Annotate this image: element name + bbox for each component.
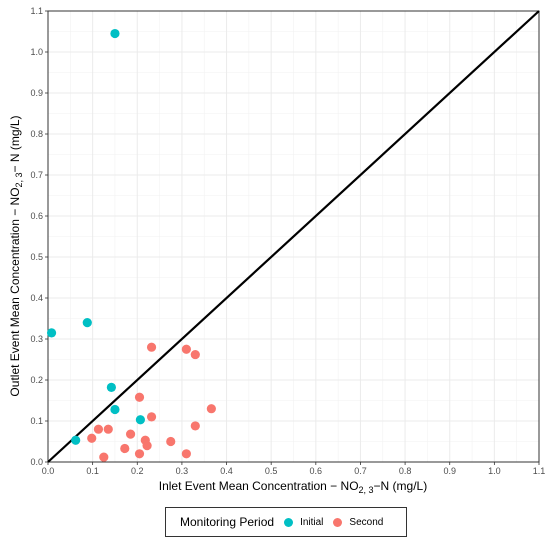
y-tick-label: 0.8	[30, 129, 43, 139]
data-points	[46, 28, 216, 462]
data-point-second	[190, 349, 200, 360]
x-tick-label: 1.1	[533, 466, 546, 476]
y-tick-label: 0.6	[30, 211, 43, 221]
y-axis-ticks: 0.0 0.1 0.2 0.3 0.4 0.5 0.6 0.7 0.8 0.9 1.0 1.1	[30, 6, 48, 467]
x-tick-label: 0.9	[443, 466, 456, 476]
data-point-second	[134, 449, 145, 459]
data-point-second	[99, 452, 109, 462]
data-point-second	[142, 441, 152, 451]
data-point-second	[181, 344, 191, 354]
y-tick-label: 0.4	[30, 293, 43, 303]
data-point-initial	[82, 318, 92, 328]
data-point-second	[103, 424, 113, 434]
legend: Monitoring Period Initial Second	[165, 507, 407, 537]
y-tick-label: 0.3	[30, 334, 43, 344]
legend-second-dot-icon	[333, 517, 343, 527]
legend-initial-dot-icon	[284, 517, 294, 527]
y-tick-label: 0.5	[30, 252, 43, 262]
data-point-second	[87, 433, 97, 443]
data-point-second	[206, 404, 216, 414]
legend-second-label: Second	[349, 516, 384, 528]
y-tick-label: 0.0	[30, 457, 43, 467]
x-axis-title: Inlet Event Mean Concentration − NO2, 3−…	[159, 479, 427, 495]
scatter-chart: 0.0 0.1 0.2 0.3 0.4 0.5 0.6 0.7 0.8 0.9 1.0 1.1 0.0…	[8, 6, 546, 495]
data-point-initial	[135, 415, 145, 425]
x-tick-label: 0.4	[220, 466, 233, 476]
x-axis-ticks: 0.0 0.1 0.2 0.3 0.4 0.5 0.6 0.7 0.8 0.9 1.0 1.1	[42, 462, 546, 476]
x-tick-label: 0.2	[131, 466, 144, 476]
data-point-second	[166, 436, 176, 447]
data-point-second	[120, 443, 130, 454]
data-point-second	[134, 392, 145, 402]
data-point-initial	[106, 382, 116, 392]
x-tick-label: 0.0	[42, 466, 55, 476]
legend-item-second: Second	[333, 517, 383, 528]
data-point-second	[190, 421, 200, 431]
data-point-second	[146, 412, 157, 422]
data-point-initial	[110, 28, 120, 39]
x-tick-label: 0.5	[265, 466, 278, 476]
panel-border	[47, 10, 540, 463]
y-axis-title: Outlet Event Mean Concentration − NO2, 3…	[8, 115, 24, 396]
x-tick-label: 0.6	[310, 466, 323, 476]
data-point-second	[181, 449, 191, 459]
legend-item-initial: Initial	[284, 517, 323, 528]
data-point-initial	[46, 328, 57, 338]
y-tick-label: 0.7	[30, 170, 43, 180]
y-tick-label: 0.1	[30, 416, 43, 426]
data-point-initial	[110, 404, 120, 415]
data-point-second	[93, 424, 104, 434]
data-point-second	[146, 342, 157, 352]
x-tick-label: 0.3	[176, 466, 189, 476]
y-tick-label: 1.0	[30, 47, 43, 57]
legend-initial-label: Initial	[300, 516, 324, 528]
x-tick-label: 0.1	[86, 466, 99, 476]
legend-title: Monitoring Period	[180, 515, 275, 529]
minor-grid	[48, 11, 539, 462]
x-tick-label: 1.0	[488, 466, 501, 476]
identity-reference-line	[47, 10, 540, 463]
data-point-second	[125, 429, 136, 439]
data-point-initial	[71, 435, 81, 445]
y-tick-label: 0.9	[30, 88, 43, 98]
x-tick-label: 0.7	[354, 466, 367, 476]
x-tick-label: 0.8	[399, 466, 412, 476]
y-tick-label: 0.2	[30, 375, 43, 385]
y-tick-label: 1.1	[30, 6, 43, 16]
